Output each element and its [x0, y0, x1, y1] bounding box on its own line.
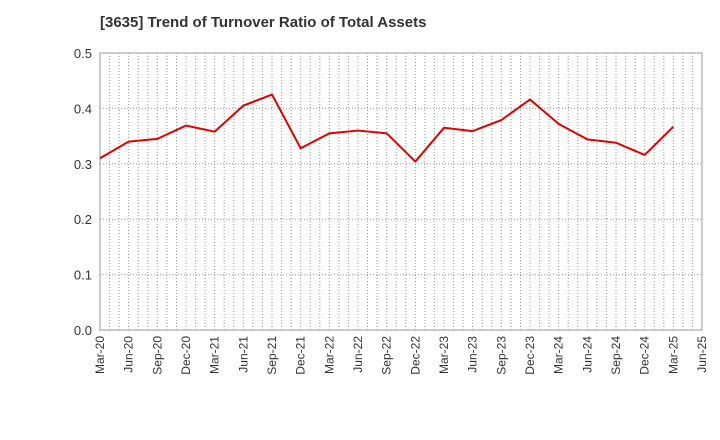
x-tick-label: Mar-25: [666, 336, 680, 374]
x-tick-label: Dec-21: [294, 336, 308, 375]
y-axis: 0.0 0.1 0.2 0.3 0.4 0.5: [74, 46, 92, 338]
x-tick-label: Jun-22: [351, 336, 365, 373]
x-tick-label: Mar-23: [437, 336, 451, 374]
plot-area-border: [99, 52, 703, 331]
y-tick-label: 0.4: [74, 101, 92, 116]
x-tick-label: Dec-20: [179, 336, 193, 375]
x-tick-label: Mar-24: [552, 336, 566, 374]
x-tick-label: Sep-23: [494, 336, 508, 375]
x-tick-label: Mar-20: [93, 336, 107, 374]
x-tick-label: Sep-22: [380, 336, 394, 375]
y-tick-label: 0.5: [74, 46, 92, 61]
series-line: [99, 93, 675, 163]
x-tick-label: Jun-20: [122, 336, 136, 373]
x-tick-label: Mar-21: [208, 336, 222, 374]
x-tick-label: Jun-25: [695, 336, 709, 373]
y-tick-label: 0.0: [74, 323, 92, 338]
x-tick-label: Sep-24: [609, 336, 623, 375]
series: [99, 93, 675, 163]
x-tick-label: Sep-21: [265, 336, 279, 375]
x-tick-label: Sep-20: [150, 336, 164, 375]
x-tick-label: Mar-22: [322, 336, 336, 374]
x-tick-label: Dec-24: [638, 336, 652, 375]
x-tick-label: Dec-23: [523, 336, 537, 375]
y-tick-label: 0.1: [74, 268, 92, 283]
x-tick-label: Jun-21: [236, 336, 250, 373]
x-tick-label: Jun-23: [466, 336, 480, 373]
y-tick-label: 0.2: [74, 212, 92, 227]
chart-title: [3635] Trend of Turnover Ratio of Total …: [100, 14, 427, 31]
x-tick-label: Dec-22: [408, 336, 422, 375]
grid: [100, 53, 702, 330]
x-axis: Mar-20 Jun-20 Sep-20 Dec-20 Mar-21 Jun-21 Sep-…: [93, 336, 709, 375]
x-tick-label: Jun-24: [580, 336, 594, 373]
y-tick-label: 0.3: [74, 157, 92, 172]
